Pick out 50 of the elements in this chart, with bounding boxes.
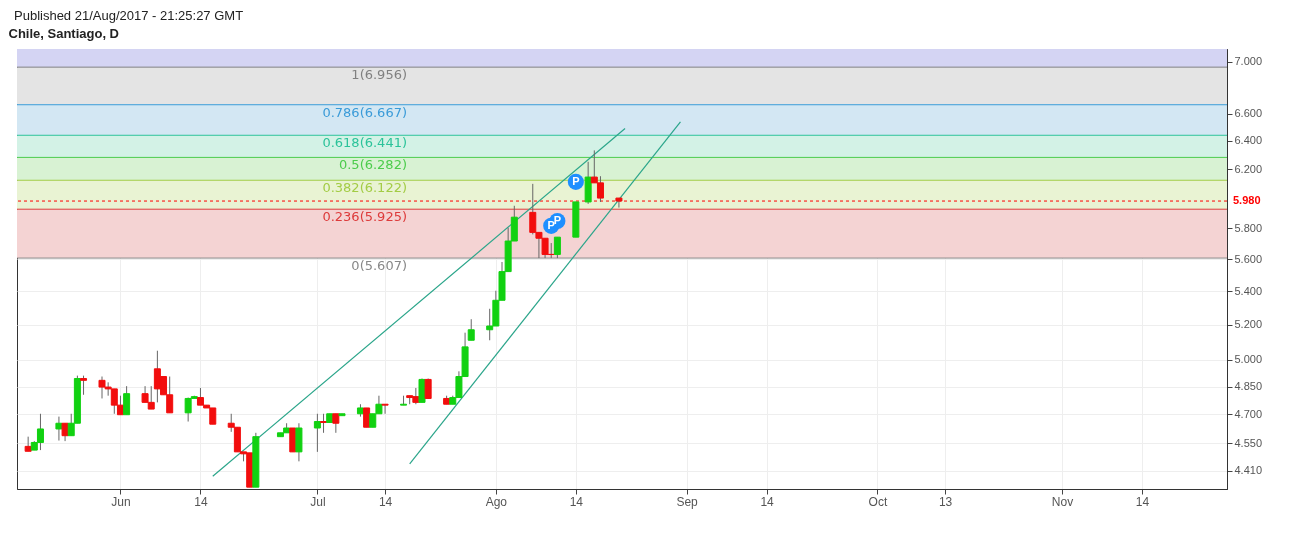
candlestick — [289, 427, 297, 453]
ref-line-label: 0.382(6.122) — [322, 180, 407, 196]
ref-line-label: 0(5.607) — [351, 258, 407, 274]
annotation: P — [572, 174, 580, 187]
y-tick-label: 7.000 — [1234, 55, 1263, 68]
candlestick — [320, 413, 328, 434]
x-tick-label: 14 — [378, 494, 393, 509]
candlestick — [363, 407, 371, 428]
x-tick-label: Oct — [868, 494, 888, 509]
x-tick-label: Ago — [485, 494, 508, 509]
y-tick-label: 5.000 — [1234, 353, 1263, 366]
candlestick — [313, 413, 321, 453]
y-tick-label: 5.200 — [1234, 318, 1263, 331]
candlestick — [553, 236, 561, 259]
x-tick-label: 13 — [938, 494, 953, 509]
y-tick-label: 6.200 — [1234, 162, 1263, 175]
candlestick — [332, 413, 340, 434]
x-tick-label: Jul — [310, 494, 326, 509]
x-tick-label: Jun — [111, 494, 131, 509]
candlestick — [123, 385, 131, 416]
ref-line-label: 0.786(6.667) — [322, 104, 407, 120]
x-tick-label: 14 — [760, 494, 775, 509]
ref-line-label: 5.980 — [1233, 194, 1261, 207]
y-tick-label: 4.410 — [1234, 464, 1263, 477]
x-tick-label: Sep — [676, 494, 699, 509]
x-tick-label: Nov — [1051, 494, 1074, 509]
candlestick — [80, 375, 88, 396]
y-tick-label: 4.550 — [1234, 436, 1263, 449]
y-tick-label: 4.850 — [1234, 380, 1263, 393]
candlestick — [55, 416, 63, 442]
x-tick-label: 14 — [569, 494, 584, 509]
candlestick — [295, 422, 303, 462]
candlestick — [381, 403, 389, 415]
ref-line-label: 0.618(6.441) — [322, 135, 407, 151]
y-tick-label: 4.700 — [1234, 407, 1263, 420]
x-tick-label: 14 — [194, 494, 208, 509]
annotation: P — [547, 218, 555, 231]
y-tick-label: 6.600 — [1234, 107, 1263, 120]
candlestick — [615, 197, 623, 209]
x-tick-label: 14 — [1135, 494, 1150, 509]
text: Published 21/Aug/2017 - 21:25:27 GMT — [13, 7, 245, 24]
y-tick-label: 6.400 — [1234, 134, 1263, 147]
ref-line-label: 0.236(5.925) — [322, 209, 407, 225]
y-tick-label: 5.400 — [1234, 284, 1263, 297]
ref-line-label: 1(6.956) — [351, 67, 407, 83]
y-tick-label: 5.600 — [1234, 252, 1263, 265]
y-tick-label: 5.800 — [1234, 221, 1263, 234]
candlestick — [467, 318, 475, 341]
chart-title: Chile, Santiago, D — [8, 26, 120, 41]
ref-line-label: 0.5(6.282) — [338, 157, 407, 173]
